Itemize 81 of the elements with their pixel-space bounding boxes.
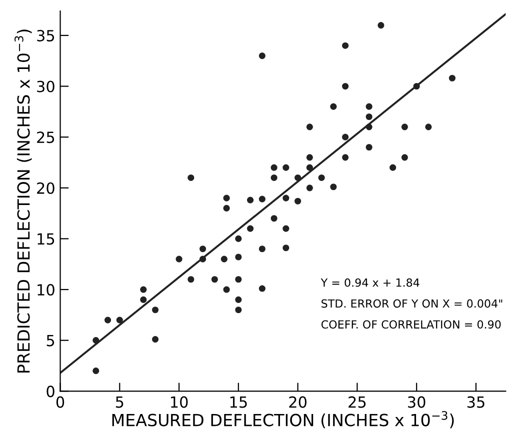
point xyxy=(152,306,159,314)
point xyxy=(140,286,147,293)
x-tick-label: 15 xyxy=(230,396,247,408)
x-tick-label: 35 xyxy=(467,396,484,408)
point xyxy=(258,52,266,60)
point xyxy=(330,184,337,190)
point xyxy=(199,256,206,262)
point xyxy=(140,296,147,303)
point xyxy=(306,164,313,171)
x-tick-label: 0 xyxy=(56,396,64,408)
point xyxy=(188,174,194,182)
point xyxy=(92,368,100,374)
point xyxy=(330,103,337,110)
y-tick-label: 35 xyxy=(37,30,54,42)
y-tick-label: 0 xyxy=(46,386,54,398)
y-tick-label: 25 xyxy=(37,132,54,144)
point xyxy=(390,164,396,171)
point xyxy=(247,196,254,204)
y-tick-label: 5 xyxy=(46,335,54,346)
point xyxy=(258,196,266,202)
point xyxy=(366,103,372,110)
y-tick-label: 20 xyxy=(37,182,54,194)
point xyxy=(270,215,278,222)
point xyxy=(282,225,290,232)
point xyxy=(294,198,302,204)
point xyxy=(223,194,230,202)
annotation: Y = 0.94 x + 1.84 xyxy=(320,278,420,287)
x-tick-label: 5 xyxy=(116,396,124,408)
point xyxy=(188,276,194,283)
point xyxy=(235,296,242,303)
point xyxy=(152,336,159,343)
x-tick-label: 25 xyxy=(348,396,366,408)
point xyxy=(282,244,290,252)
point xyxy=(448,74,456,82)
y-tick-label: 30 xyxy=(37,80,54,92)
point xyxy=(220,256,228,262)
point xyxy=(366,113,372,120)
point xyxy=(235,235,242,242)
y-tick-label: 10 xyxy=(38,284,54,296)
annotation: COEFF. OF CORRELATION = 0.90 xyxy=(321,320,501,329)
point xyxy=(366,124,372,130)
x-axis-title: MEASURED DEFLECTION (INCHES x 10$^{−3}$) xyxy=(112,411,454,428)
x-tick-label: 10 xyxy=(170,396,188,408)
point xyxy=(294,174,302,182)
point xyxy=(211,276,218,283)
point xyxy=(413,82,420,90)
point xyxy=(401,154,408,161)
point xyxy=(270,174,278,182)
point xyxy=(270,164,278,171)
point xyxy=(235,306,242,314)
point xyxy=(235,254,242,260)
point xyxy=(258,285,266,292)
x-tick-label: 30 xyxy=(408,396,426,408)
point xyxy=(282,164,290,171)
point xyxy=(342,134,349,140)
point xyxy=(247,225,254,232)
point xyxy=(104,316,112,324)
point xyxy=(425,124,432,130)
point xyxy=(378,22,384,29)
point xyxy=(199,246,206,252)
point xyxy=(223,204,230,212)
point xyxy=(342,154,349,161)
point xyxy=(223,286,230,293)
y-axis-title: PREDICTED DEFLECTION (INCHES x 10$^{−3}$) xyxy=(14,30,32,372)
point xyxy=(306,124,313,130)
y-tick-label: 15 xyxy=(38,233,54,245)
point xyxy=(342,82,349,90)
point xyxy=(282,194,290,202)
point xyxy=(258,246,266,252)
point xyxy=(235,276,242,283)
point xyxy=(318,174,325,182)
point xyxy=(92,337,100,344)
point xyxy=(401,124,408,130)
annotation: STD. ERROR OF Y ON X = 0.004" xyxy=(322,299,502,308)
point xyxy=(306,154,313,161)
point xyxy=(342,42,349,49)
point xyxy=(306,184,313,192)
point xyxy=(176,256,182,262)
x-tick-label: 20 xyxy=(289,396,307,408)
point xyxy=(366,144,372,151)
point xyxy=(116,316,123,324)
